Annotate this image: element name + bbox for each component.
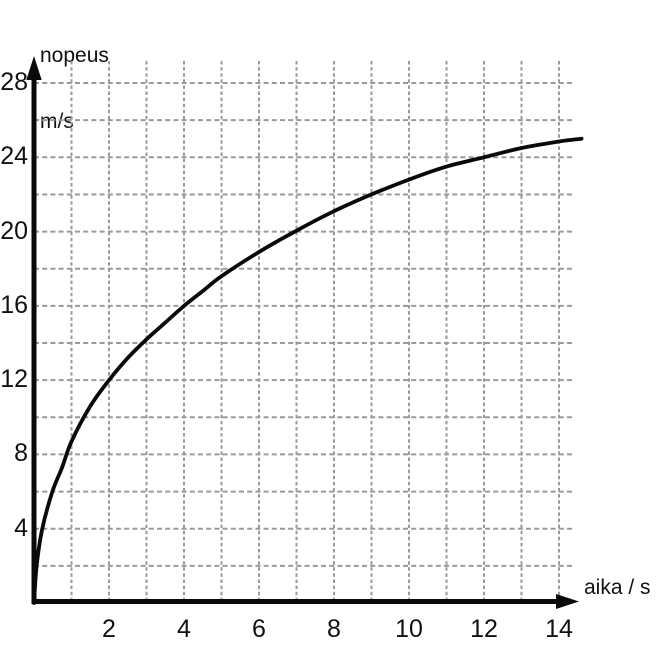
- y-axis-arrowhead: [26, 56, 42, 80]
- x-tick-label: 4: [177, 615, 191, 643]
- y-tick-label: 28: [0, 67, 28, 96]
- x-tick-label: 10: [395, 615, 423, 643]
- y-tick-label: 24: [0, 142, 28, 171]
- y-axis-title: nopeus m/s: [40, 1, 109, 177]
- y-axis-title-line1: nopeus: [40, 44, 109, 67]
- x-tick-label: 14: [545, 615, 573, 643]
- x-tick-label: 12: [470, 615, 498, 643]
- y-tick-label: 4: [14, 513, 28, 542]
- y-tick-label: 12: [0, 365, 28, 394]
- y-tick-label: 8: [14, 439, 28, 468]
- y-tick-label: 20: [0, 216, 28, 245]
- x-axis-arrowhead: [556, 594, 579, 609]
- y-axis-title-line2: m/s: [40, 110, 74, 133]
- x-axis-title: aika / s: [584, 576, 651, 599]
- velocity-curve: [32, 136, 584, 605]
- y-tick-label: 16: [0, 290, 28, 319]
- x-tick-label: 8: [327, 615, 341, 643]
- x-tick-label: 6: [252, 615, 266, 643]
- x-tick-label: 2: [102, 615, 116, 643]
